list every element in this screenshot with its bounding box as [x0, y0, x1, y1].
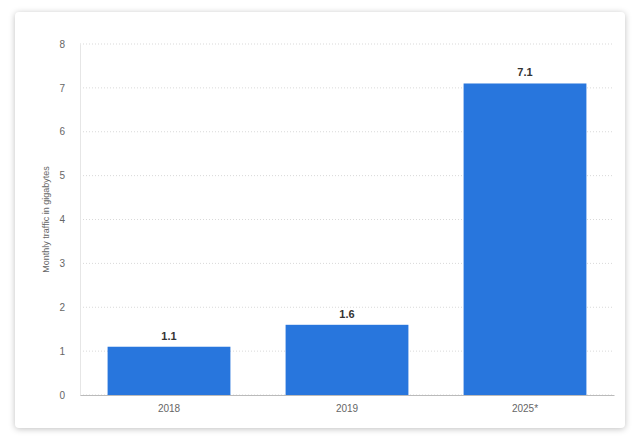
- y-tick: 2: [59, 302, 80, 313]
- y-tick-label: 2: [59, 302, 65, 313]
- x-tick: 2018: [158, 395, 181, 414]
- grid-line: [80, 44, 614, 45]
- bar: [464, 83, 587, 395]
- bars: [108, 83, 587, 395]
- bar: [286, 325, 409, 395]
- y-axis: 0 1 2 3 4 5 6 7 8: [59, 39, 80, 401]
- x-tick: 2025*: [512, 395, 538, 414]
- plot: 1.1 1.6 7.1 0 1 2 3 4 5 6 7 8 2018 2019 2025*: [59, 39, 614, 414]
- y-tick-label: 1: [59, 346, 65, 357]
- x-tick: 2019: [336, 395, 359, 414]
- y-tick: 0: [59, 390, 80, 401]
- x-axis-line: [81, 395, 615, 396]
- y-tick: 1: [59, 346, 80, 357]
- y-tick-label: 6: [59, 126, 65, 137]
- data-labels: 1.1 1.6 7.1: [161, 66, 532, 341]
- data-label: 1.1: [161, 330, 176, 342]
- data-label: 7.1: [517, 66, 532, 78]
- x-tick-label: 2019: [336, 403, 359, 414]
- y-tick: 6: [59, 126, 80, 137]
- grid: [80, 44, 614, 395]
- y-tick-label: 3: [59, 258, 65, 269]
- x-tick-label: 2025*: [512, 403, 538, 414]
- y-axis-line: [80, 45, 81, 396]
- y-tick-label: 0: [59, 390, 65, 401]
- x-tick-label: 2018: [158, 403, 181, 414]
- y-axis-title: Monthly traffic in gigabytes: [41, 166, 51, 273]
- y-tick-label: 7: [59, 83, 65, 94]
- y-tick: 3: [59, 258, 80, 269]
- bar: [108, 347, 231, 395]
- chart: 1.1 1.6 7.1 0 1 2 3 4 5 6 7 8 2018 2019 2025* Monthly t…: [0, 0, 640, 448]
- y-tick-label: 4: [59, 214, 65, 225]
- y-tick-label: 8: [59, 39, 65, 50]
- y-tick: 4: [59, 214, 80, 225]
- y-tick: 8: [59, 39, 80, 50]
- y-tick: 5: [59, 170, 80, 181]
- y-tick-label: 5: [59, 170, 65, 181]
- y-tick: 7: [59, 83, 80, 94]
- data-label: 1.6: [339, 308, 354, 320]
- x-axis: 2018 2019 2025*: [81, 395, 615, 414]
